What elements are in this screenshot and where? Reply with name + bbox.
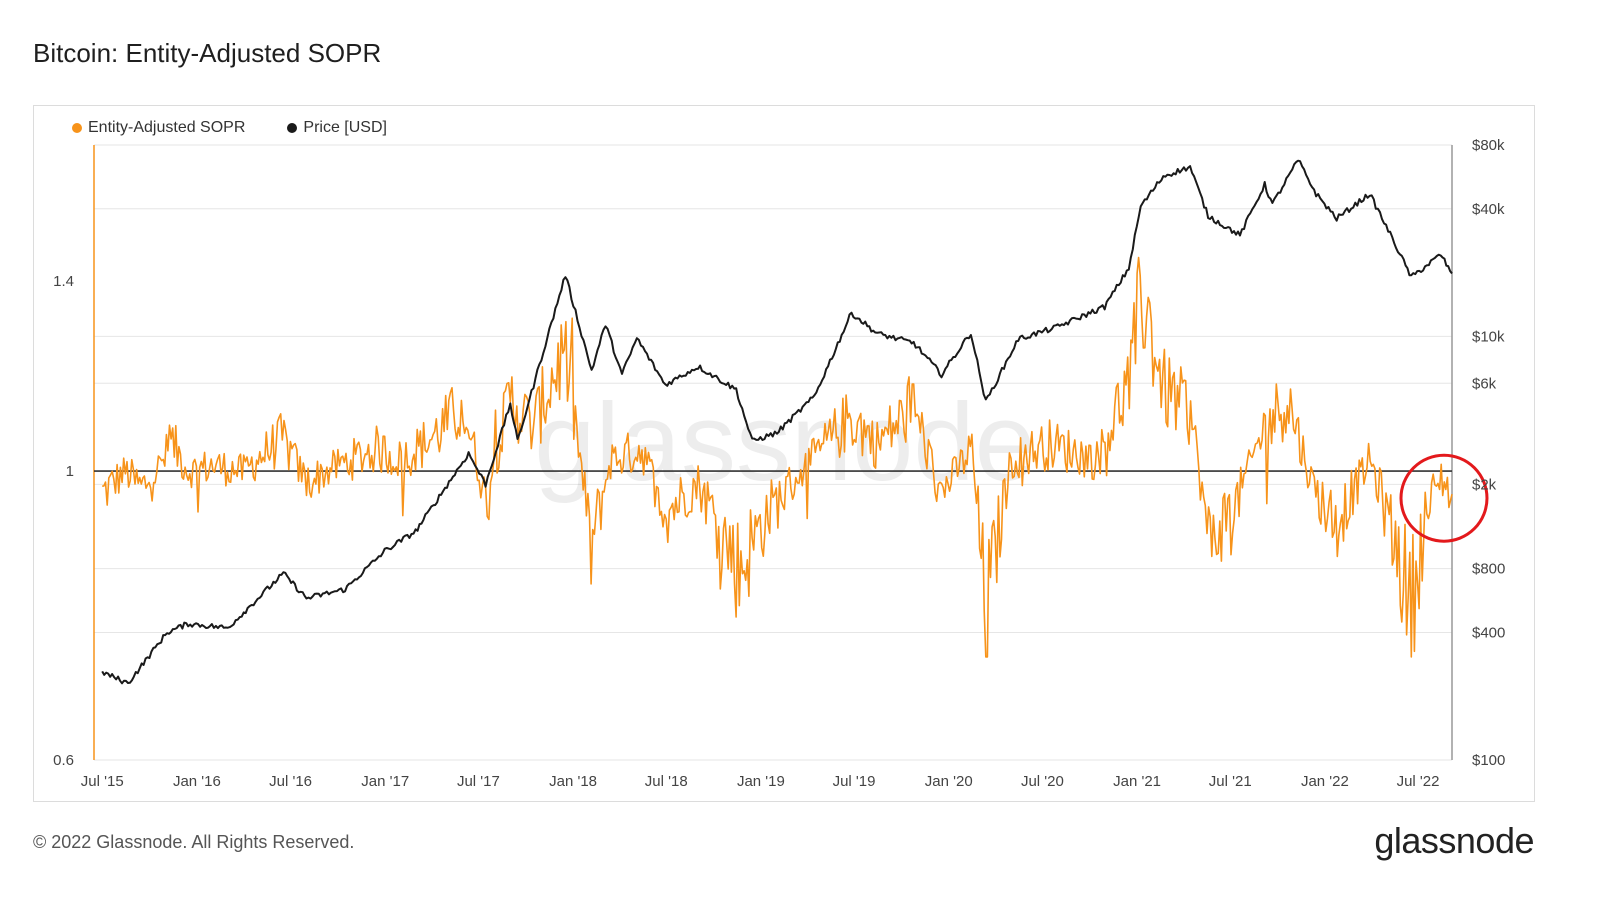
sopr-series-line xyxy=(102,256,1453,658)
y-right-tick-label: $40k xyxy=(1472,201,1505,218)
x-tick-label: Jul '19 xyxy=(833,773,876,790)
x-tick-label: Jan '17 xyxy=(361,773,409,790)
y-right-tick-label: $400 xyxy=(1472,624,1505,641)
footer-copyright: © 2022 Glassnode. All Rights Reserved. xyxy=(33,832,355,852)
chart-title: Bitcoin: Entity-Adjusted SOPR xyxy=(33,38,382,68)
x-tick-label: Jan '18 xyxy=(549,773,597,790)
x-tick-label: Jul '18 xyxy=(645,773,688,790)
highlight-circle xyxy=(1399,453,1489,543)
y-left-tick-label: 0.6 xyxy=(53,752,74,769)
x-tick-label: Jul '22 xyxy=(1397,773,1440,790)
legend-item-sopr[interactable]: Entity-Adjusted SOPR xyxy=(72,119,245,137)
x-tick-label: Jan '20 xyxy=(925,773,973,790)
y-right-tick-label: $2k xyxy=(1472,476,1497,493)
x-tick-label: Jan '22 xyxy=(1301,773,1349,790)
tick-labels: $100 $400 $800 $2k $6k $10k $40k $80k 0.6 1 1.4 Jul… xyxy=(53,137,1505,790)
chart-frame xyxy=(33,105,1535,802)
x-tick-label: Jan '16 xyxy=(173,773,221,790)
legend-dot-sopr xyxy=(72,123,82,133)
series-lines xyxy=(94,159,1489,685)
y-right-tick-label: $10k xyxy=(1472,328,1505,345)
grid-lines xyxy=(94,144,1452,761)
y-right-tick-label: $100 xyxy=(1472,752,1505,769)
x-tick-label: Jul '15 xyxy=(81,773,124,790)
legend-dot-price xyxy=(287,123,298,133)
y-right-tick-label: $800 xyxy=(1472,561,1505,578)
x-tick-label: Jan '19 xyxy=(737,773,785,790)
x-tick-label: Jan '21 xyxy=(1113,773,1161,790)
legend-label-sopr: Entity-Adjusted SOPR xyxy=(88,119,246,136)
legend-item-price[interactable]: Price [USD] xyxy=(287,119,387,137)
y-right-tick-label: $80k xyxy=(1472,137,1505,154)
legend-label-price: Price [USD] xyxy=(303,119,387,136)
x-tick-label: Jul '16 xyxy=(269,773,312,790)
y-left-tick-label: 1 xyxy=(66,463,74,480)
x-tick-label: Jul '20 xyxy=(1021,773,1064,790)
price-series-line xyxy=(101,159,1453,685)
glassnode-logo: glassnode xyxy=(1374,820,1534,861)
x-tick-label: Jul '17 xyxy=(457,773,500,790)
axes xyxy=(93,145,1453,760)
y-left-tick-label: 1.4 xyxy=(53,273,74,290)
y-right-tick-label: $6k xyxy=(1472,375,1497,392)
chart-legend: Entity-Adjusted SOPR Price [USD] xyxy=(72,119,387,137)
x-tick-label: Jul '21 xyxy=(1209,773,1252,790)
